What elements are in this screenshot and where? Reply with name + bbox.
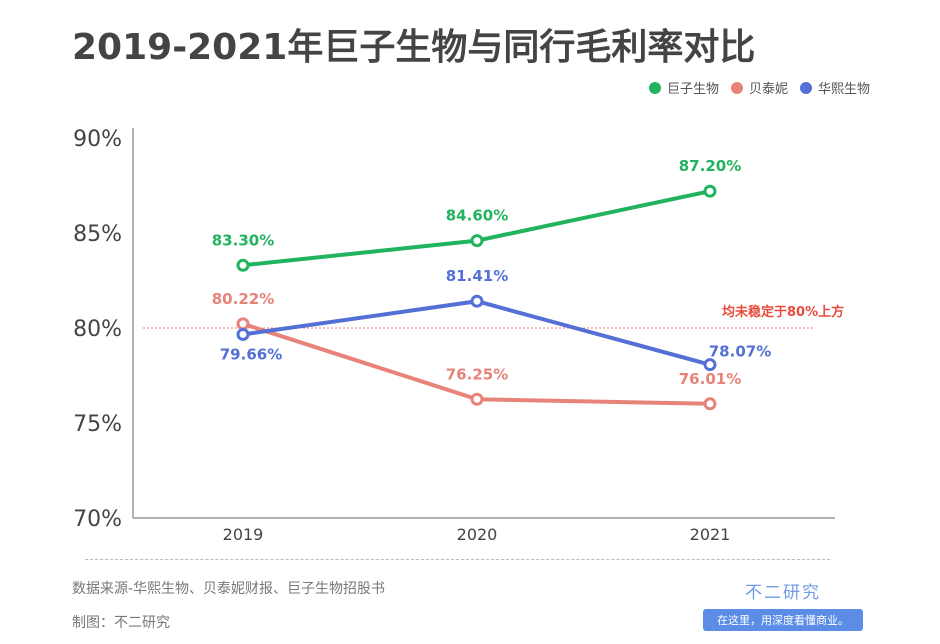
source-note: 数据来源-华熙生物、贝泰妮财报、巨子生物招股书 [72, 581, 386, 597]
brand-slogan: 在这里，用深度看懂商业。 [703, 609, 863, 631]
brand-logo: 不二研究 在这里，用深度看懂商业。 [703, 578, 863, 631]
x-tick-label: 2019 [223, 525, 264, 544]
y-tick-label: 90% [73, 127, 122, 152]
legend-label: 贝泰妮 [748, 82, 788, 97]
legend: 巨子生物 贝泰妮 华熙生物 [648, 78, 870, 97]
y-tick-label: 75% [73, 412, 122, 437]
data-point [470, 294, 484, 308]
y-tick-label: 85% [73, 222, 122, 247]
data-label: 80.22% [212, 290, 274, 308]
data-label: 76.25% [446, 365, 508, 383]
data-label: 87.20% [679, 157, 741, 175]
data-label: 79.66% [220, 345, 282, 363]
y-tick-label: 70% [73, 507, 122, 532]
legend-dot [730, 81, 743, 94]
divider [85, 559, 830, 560]
reference-label: 均未稳定于80%上方 [722, 304, 844, 320]
legend-dot [648, 81, 661, 94]
legend-label: 巨子生物 [666, 82, 719, 97]
legend-dot [799, 81, 812, 94]
series-line [242, 321, 711, 406]
data-point [703, 184, 717, 198]
series-line [242, 299, 711, 367]
brand-name: 不二研究 [745, 583, 821, 603]
legend-label: 华熙生物 [817, 82, 870, 97]
data-point [470, 234, 484, 248]
data-label: 84.60% [446, 207, 508, 225]
data-point [236, 317, 250, 331]
data-point [236, 327, 250, 341]
data-point [236, 258, 250, 272]
data-point [703, 397, 717, 411]
legend-item-juzi[interactable]: 巨子生物 [648, 78, 719, 97]
chart-title: 2019-2021年巨子生物与同行毛利率对比 [72, 27, 756, 68]
data-label: 81.41% [446, 267, 508, 285]
legend-item-beitaini[interactable]: 贝泰妮 [730, 78, 788, 97]
data-label: 78.07% [709, 343, 771, 361]
data-label: 83.30% [212, 231, 274, 249]
series-line [242, 189, 711, 268]
y-tick-label: 80% [73, 317, 122, 342]
x-tick-label: 2020 [457, 525, 498, 544]
maker-note: 制图：不二研究 [72, 615, 170, 631]
data-point [703, 358, 717, 372]
data-label: 76.01% [679, 370, 741, 388]
x-tick-label: 2021 [690, 525, 731, 544]
legend-item-huaxi[interactable]: 华熙生物 [799, 78, 870, 97]
data-point [470, 392, 484, 406]
